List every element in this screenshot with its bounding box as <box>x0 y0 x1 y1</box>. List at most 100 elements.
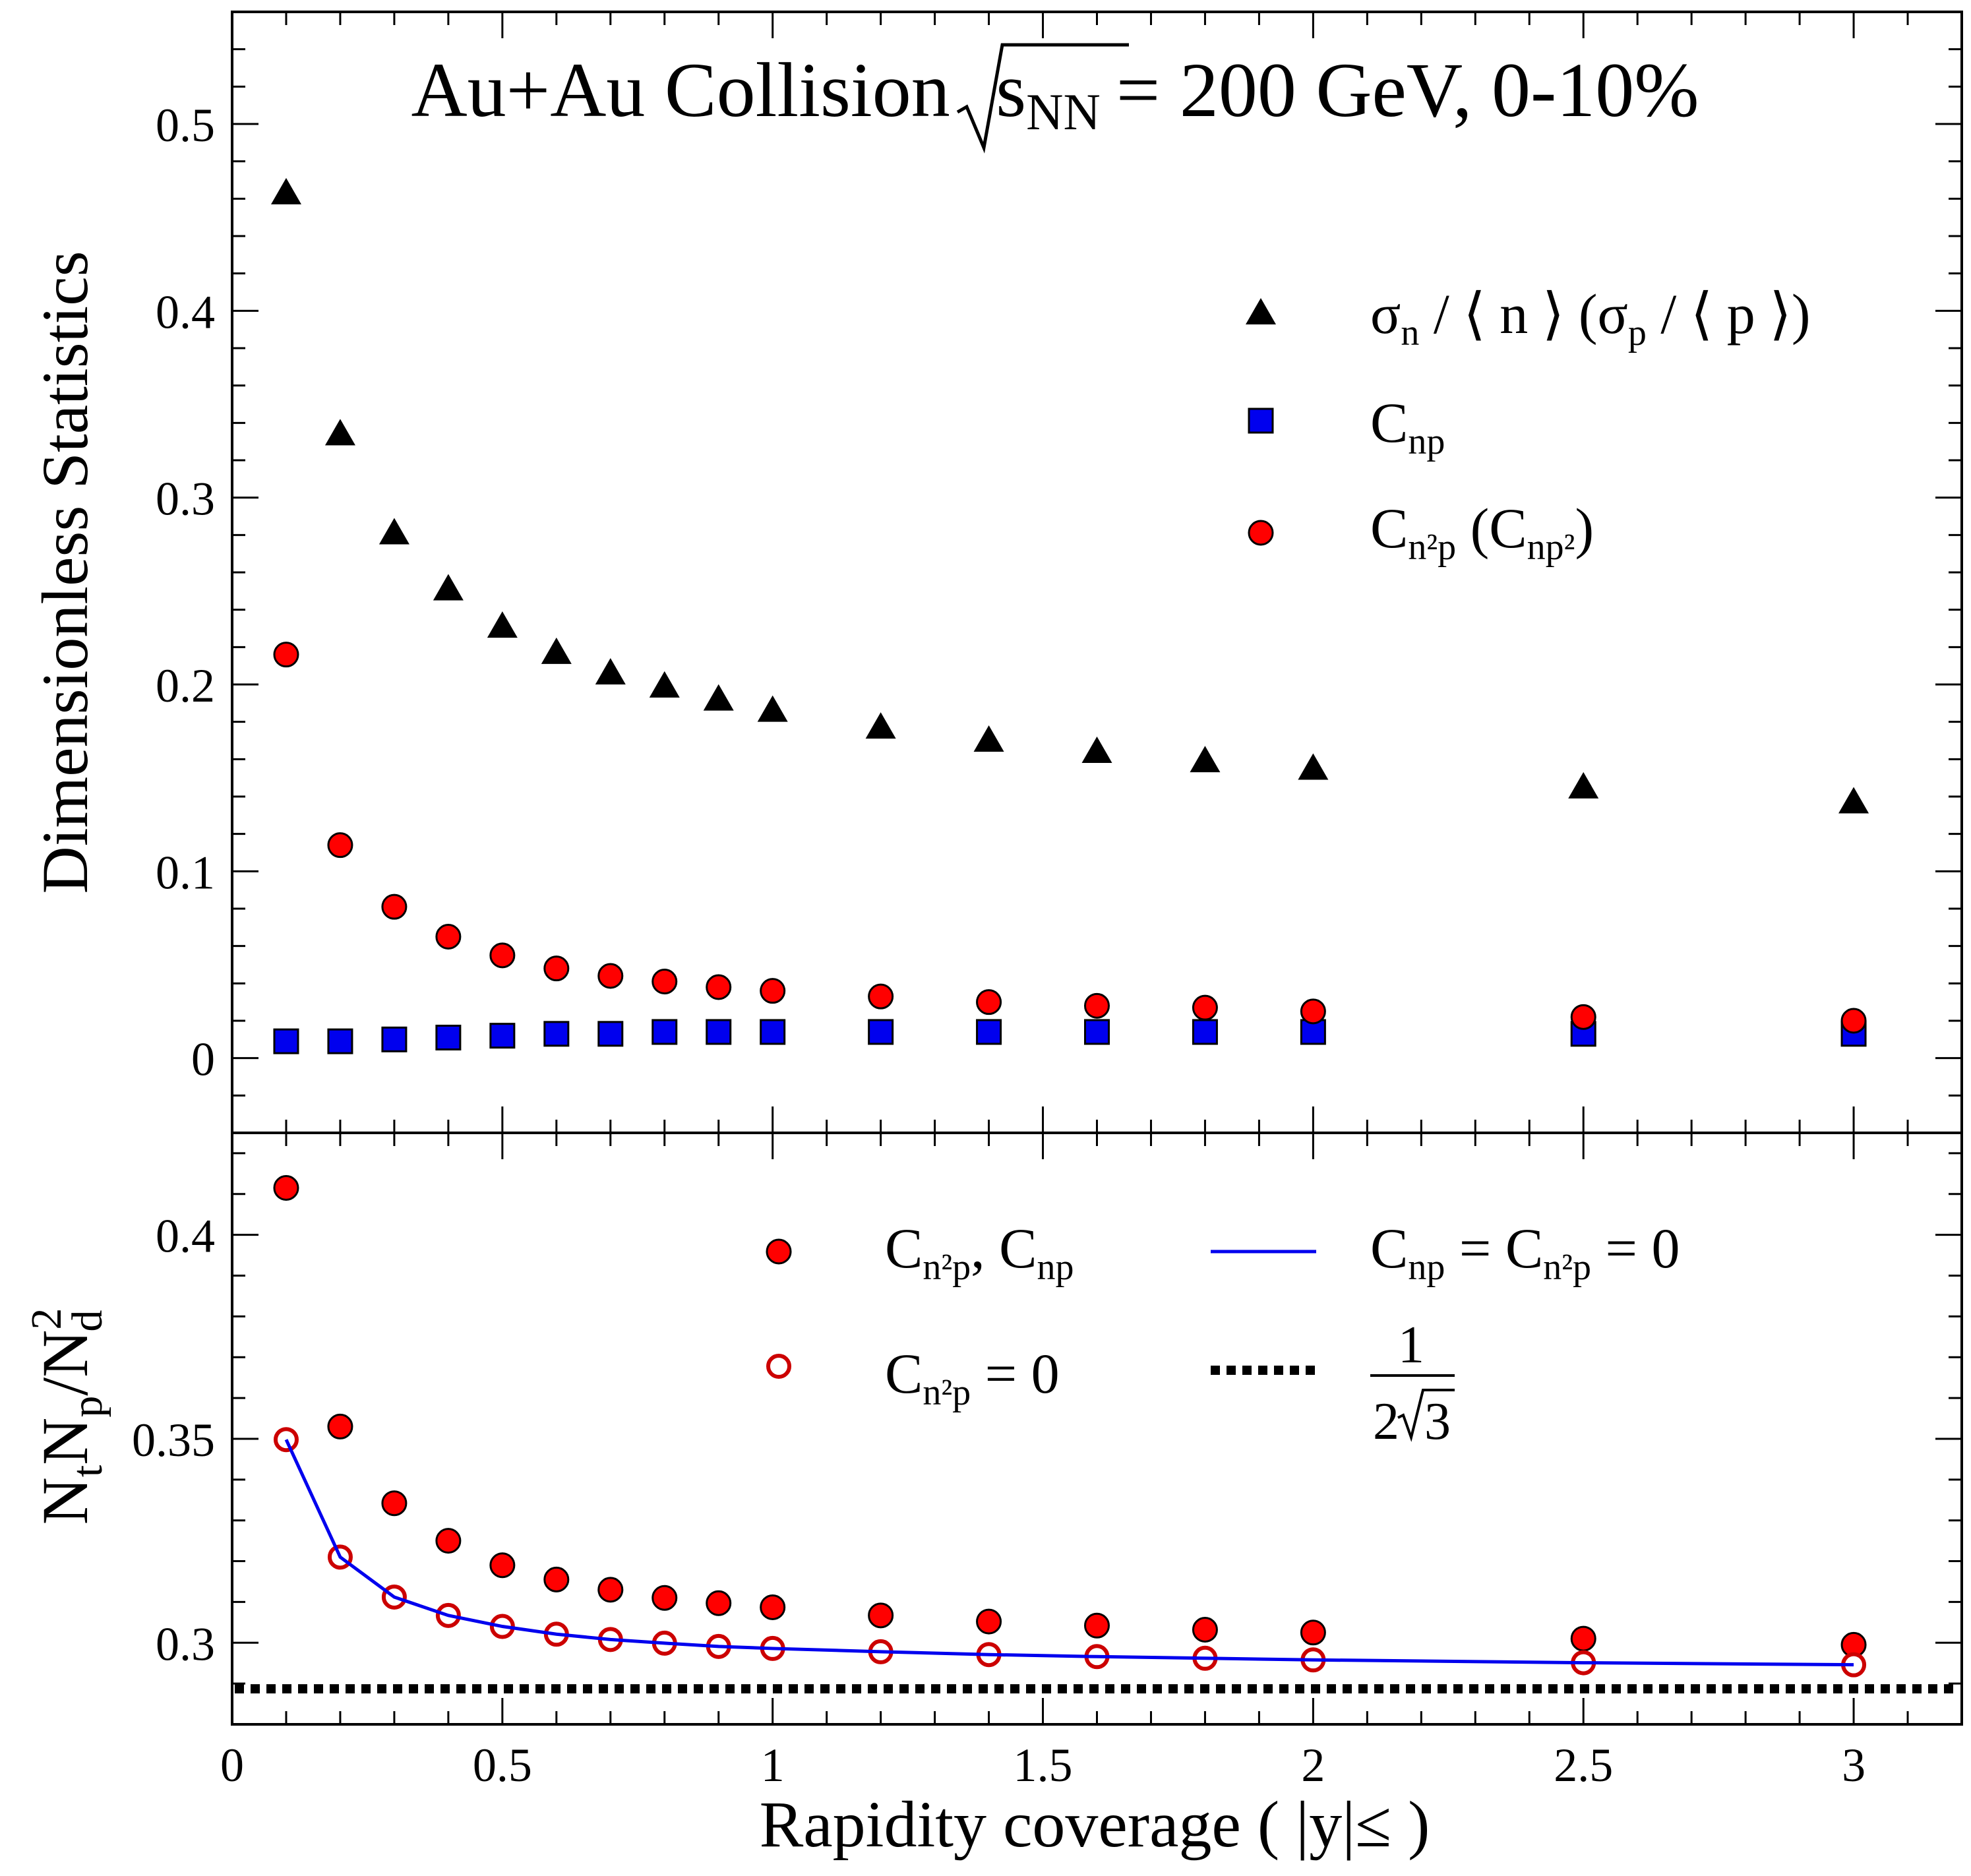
xlabel: Rapidity coverage ( |y|≤ ) <box>760 1788 1430 1861</box>
data-point-square <box>652 1019 678 1045</box>
top-series <box>270 177 1869 1054</box>
data-point-triangle <box>1568 772 1599 799</box>
data-point-circle <box>760 1594 786 1620</box>
y-tick-label: 0.3 <box>156 473 215 526</box>
data-point-circle <box>543 1566 570 1592</box>
data-point-circle <box>1192 1616 1218 1643</box>
data-point-circle <box>543 955 570 982</box>
data-point-circle <box>1570 1004 1596 1030</box>
x-tick-label: 3 <box>1842 1739 1865 1792</box>
legend-triangle-marker <box>1246 298 1276 324</box>
bottom-ylabel-s2: p <box>63 1396 111 1418</box>
bottom-ylabel-rest: /N <box>28 1330 102 1396</box>
data-point-triangle <box>865 712 896 739</box>
data-point-triangle <box>595 658 626 684</box>
bottom-ylabel-N2: N <box>28 1418 102 1465</box>
bottom-axes: 0 0.5 1 1.5 2 2.5 3 0.3 0.35 0.4 <box>132 1133 1963 1792</box>
data-point-triangle <box>1298 753 1329 780</box>
data-point-circle <box>597 963 624 989</box>
bottom-ylabel-sub: d <box>63 1310 111 1332</box>
data-point-triangle <box>433 574 464 601</box>
top-legend: σn / ⟨ n ⟩ (σp / ⟨ p ⟩) Cnp Cn²p (Cnp²) <box>1246 282 1811 568</box>
data-point-square <box>706 1019 732 1045</box>
top-ylabel: Dimensionless Statistics <box>28 251 102 894</box>
data-point-circle <box>489 1552 516 1579</box>
legend-entry-cn2p: Cn²p (Cnp²) <box>1370 497 1594 568</box>
bottom-ylabel: NtNp/N2d <box>22 1308 111 1525</box>
title-energy: = 200 GeV, 0-10% <box>1116 47 1699 133</box>
data-point-circle <box>706 974 732 1000</box>
data-point-square <box>760 1019 786 1045</box>
data-point-square <box>1084 1019 1110 1045</box>
data-point-square <box>976 1019 1002 1045</box>
data-point-circle <box>597 1577 624 1603</box>
data-point-circle <box>273 1175 299 1201</box>
data-point-triangle <box>1838 787 1869 814</box>
data-point-circle <box>381 893 408 920</box>
data-point-circle <box>1192 994 1218 1021</box>
bottom-ylabel-s1: t <box>63 1465 111 1477</box>
legend-square-marker <box>1248 408 1274 434</box>
data-point-circle <box>1840 1008 1867 1034</box>
title-sqrt-sub: NN <box>1026 83 1101 140</box>
x-tick-label: 2 <box>1301 1739 1325 1792</box>
y-tick-label: 0.4 <box>156 1210 215 1263</box>
data-point-circle <box>327 832 353 859</box>
legend-fraction-radical <box>1397 1389 1455 1442</box>
data-point-circle <box>273 642 299 668</box>
legend-entry-cn2p-cnp: Cn²p, Cnp <box>885 1217 1074 1288</box>
data-point-square <box>597 1021 624 1047</box>
y-tick-label: 0.5 <box>156 99 215 152</box>
data-point-triangle <box>541 637 572 664</box>
x-tick-label: 0 <box>220 1739 244 1792</box>
y-tick-label: 0.1 <box>156 846 215 899</box>
top-axes: 0 0.1 0.2 0.3 0.4 0.5 <box>156 12 1963 1133</box>
y-tick-label: 0.2 <box>156 659 215 712</box>
data-point-square <box>381 1026 408 1052</box>
bottom-ylabel-sup: 2 <box>22 1308 71 1330</box>
data-point-triangle <box>487 611 518 638</box>
data-point-triangle <box>757 695 788 722</box>
data-point-circle <box>868 1602 894 1629</box>
data-point-triangle <box>1190 746 1221 773</box>
y-tick-label: 0.4 <box>156 286 215 338</box>
legend-entry-all-zero: Cnp = Cn²p = 0 <box>1370 1217 1680 1288</box>
legend-open-circle-marker <box>766 1354 791 1379</box>
y-tick-label: 0 <box>191 1033 215 1086</box>
data-point-circle <box>652 1585 678 1611</box>
data-point-square <box>435 1025 462 1050</box>
data-point-circle <box>976 1608 1002 1635</box>
data-point-triangle <box>973 725 1004 752</box>
bottom-series <box>235 1175 1959 1694</box>
data-point-circle <box>976 989 1002 1015</box>
data-point-circle <box>652 969 678 994</box>
data-point-circle <box>706 1590 732 1616</box>
data-point-triangle <box>379 518 409 545</box>
data-point-circle <box>327 1413 353 1439</box>
data-point-circle <box>1570 1625 1596 1652</box>
data-point-triangle <box>270 177 301 204</box>
legend-entry-sigma: σn / ⟨ n ⟩ (σp / ⟨ p ⟩) <box>1370 282 1811 353</box>
series-line <box>284 1439 1854 1667</box>
data-point-circle <box>760 978 786 1004</box>
data-point-square <box>1192 1019 1218 1045</box>
data-point-square <box>327 1028 353 1054</box>
legend-entry-cn2p-zero: Cn²p = 0 <box>885 1342 1060 1413</box>
legend-circle-marker <box>1248 520 1274 546</box>
x-tick-label: 1.5 <box>1014 1739 1073 1792</box>
data-point-circle <box>868 983 894 1010</box>
sqrt-radical <box>956 43 1129 154</box>
x-tick-label: 2.5 <box>1554 1739 1613 1792</box>
x-tick-label: 1 <box>761 1739 785 1792</box>
bottom-ylabel-N1: N <box>28 1477 102 1525</box>
y-tick-label: 0.3 <box>156 1618 215 1670</box>
data-point-circle <box>1300 998 1326 1025</box>
title-main: Au+Au Collision <box>411 47 950 133</box>
legend-entry-cnp: Cnp <box>1370 391 1445 462</box>
data-point-circle <box>435 1528 462 1554</box>
data-point-circle <box>1084 1612 1110 1639</box>
data-point-square <box>273 1028 299 1054</box>
data-point-triangle <box>1081 737 1112 763</box>
